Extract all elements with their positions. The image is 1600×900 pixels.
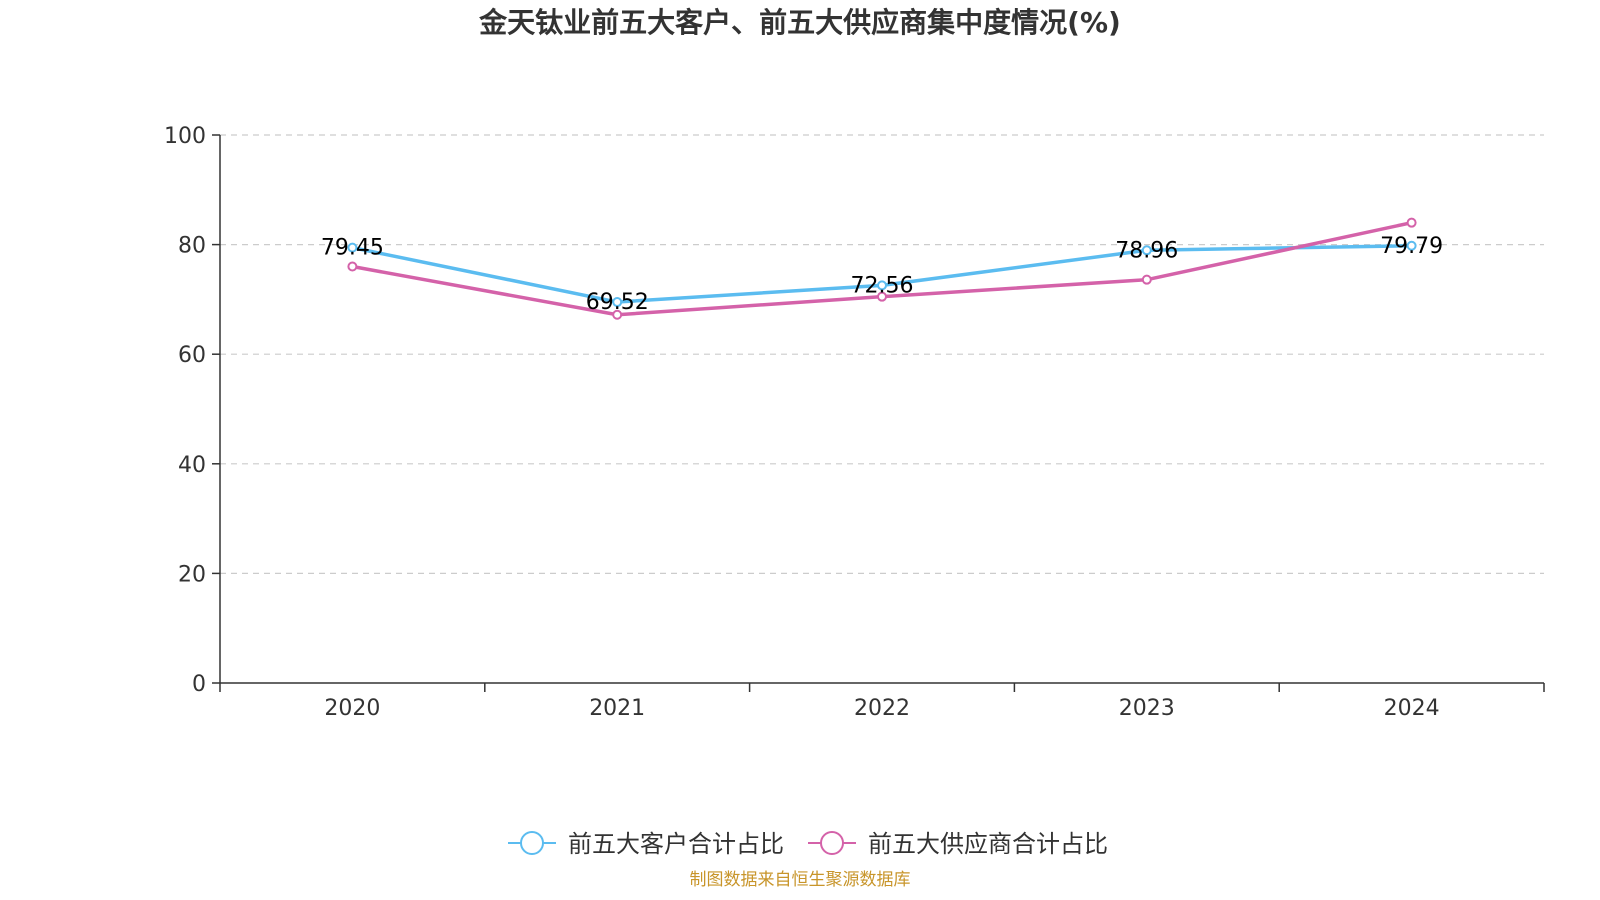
x-tick-label: 2021 — [589, 696, 645, 721]
data-labels: 79.45 69.52 72.56 78.96 79.79 — [321, 234, 1443, 315]
y-tick-label: 100 — [164, 124, 206, 149]
series-0-point — [347, 242, 358, 253]
series-0-point — [877, 280, 887, 291]
y-tick-label: 60 — [178, 343, 206, 368]
legend-item-1[interactable]: 前五大供应商合计占比 — [808, 830, 1108, 858]
y-tick-label: 20 — [178, 562, 206, 587]
grid — [220, 134, 1544, 575]
source-note: 制图数据来自恒生聚源数据库 — [690, 870, 911, 890]
series-1-point — [347, 261, 358, 272]
series-0-point — [1406, 240, 1417, 251]
series-1-point — [1141, 274, 1152, 285]
data-label: 79.45 — [321, 236, 384, 261]
series-1-point — [1406, 217, 1417, 228]
y-tick-label: 40 — [178, 453, 206, 478]
x-tick-label: 2023 — [1119, 696, 1175, 721]
legend-marker — [520, 831, 544, 855]
legend-label: 前五大客户合计占比 — [568, 830, 784, 858]
chart-title: 金天钛业前五大客户、前五大供应商集中度情况(%) — [478, 6, 1121, 39]
series-1-point — [877, 291, 887, 302]
data-label: 69.52 — [586, 290, 649, 315]
series — [347, 217, 1417, 320]
series-0-point — [1141, 245, 1152, 256]
legend[interactable]: 前五大客户合计占比 前五大供应商合计占比 — [508, 830, 1108, 858]
y-tick-label: 80 — [178, 234, 206, 259]
x-tick-label: 2022 — [854, 696, 910, 721]
axes: 0 20 40 60 80 100 2020 2021 2022 2023 2024 — [164, 124, 1545, 721]
y-tick-label: 0 — [192, 672, 206, 697]
series-0-point — [612, 297, 623, 308]
legend-marker — [820, 831, 844, 855]
series-1-point — [612, 309, 623, 320]
legend-item-0[interactable]: 前五大客户合计占比 — [508, 830, 784, 858]
data-label: 78.96 — [1115, 238, 1178, 263]
x-tick-label: 2020 — [324, 696, 380, 721]
legend-label: 前五大供应商合计占比 — [868, 830, 1108, 858]
data-label: 72.56 — [851, 273, 914, 298]
data-label: 79.79 — [1380, 234, 1443, 259]
x-tick-label: 2024 — [1384, 696, 1440, 721]
